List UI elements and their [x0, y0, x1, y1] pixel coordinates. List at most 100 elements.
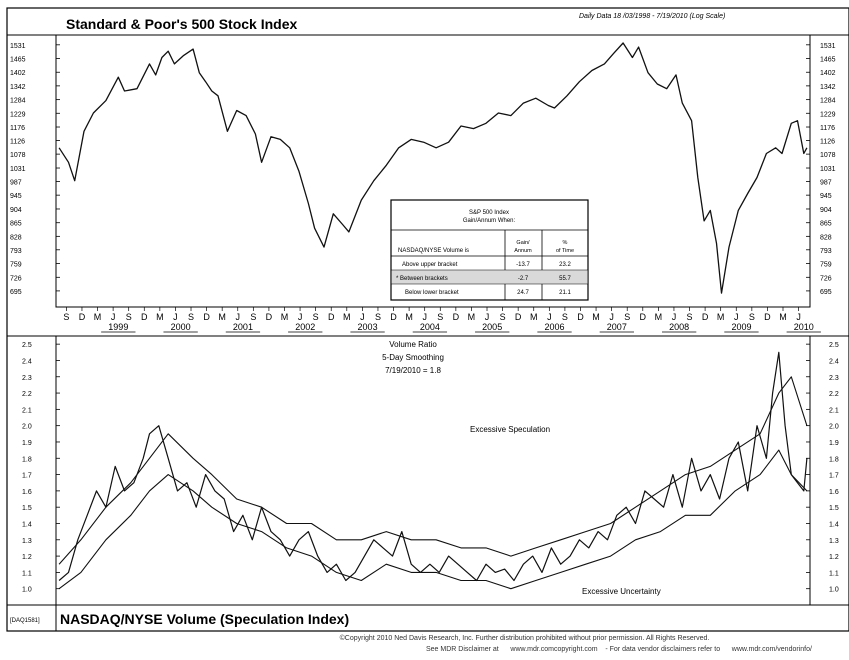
- x-month-label: S: [313, 312, 319, 322]
- y-tick-label: 726: [10, 275, 22, 282]
- upper-bracket-line: [58, 376, 808, 565]
- y-tick-label: 945: [820, 193, 832, 200]
- x-month-label: S: [188, 312, 194, 322]
- y-tick-label: 759: [10, 261, 22, 268]
- y-tick-label: 2.0: [22, 424, 32, 431]
- x-month-label: M: [156, 312, 164, 322]
- y-tick-label: 1.0: [22, 587, 32, 594]
- y-tick-label: 1176: [10, 125, 25, 132]
- y-tick-label: 1176: [820, 125, 835, 132]
- x-month-label: J: [173, 312, 178, 322]
- y-tick-label: 695: [820, 289, 832, 296]
- x-year-label: 2008: [669, 322, 689, 332]
- y-tick-label: 828: [10, 234, 22, 241]
- x-year-label: 2001: [233, 322, 253, 332]
- x-year-label: 2005: [482, 322, 502, 332]
- stats-row-label: Below lower bracket: [405, 290, 459, 296]
- x-month-label: S: [687, 312, 693, 322]
- outer-frame: [6, 7, 849, 632]
- stats-col-gain-a: Gain/: [516, 240, 530, 246]
- y-tick-label: 865: [10, 221, 22, 228]
- stats-row-pct: 21.1: [559, 290, 571, 296]
- x-month-label: S: [562, 312, 568, 322]
- x-month-label: M: [218, 312, 226, 322]
- stats-row-gain: -2.7: [518, 276, 529, 282]
- x-month-label: S: [749, 312, 755, 322]
- copyright-line: ©Copyright 2010 Ned Davis Research, Inc.…: [200, 635, 849, 642]
- x-month-label: M: [94, 312, 102, 322]
- y-tick-label: 2.0: [829, 424, 839, 431]
- x-month-label: D: [266, 312, 273, 322]
- disclaimer-link-2[interactable]: www.mdr.com/vendorinfo/: [731, 646, 812, 653]
- y-tick-label: 1531: [10, 43, 26, 50]
- y-tick-label: 1465: [10, 57, 26, 64]
- y-tick-label: 1.2: [22, 554, 32, 561]
- stats-row-label: Above upper bracket: [402, 262, 458, 268]
- y-tick-label: 2.2: [22, 391, 32, 398]
- y-tick-label: 2.4: [829, 358, 839, 365]
- stats-row-gain: 24.7: [517, 290, 529, 296]
- x-month-label: J: [360, 312, 365, 322]
- x-month-label: M: [655, 312, 663, 322]
- x-month-label: S: [500, 312, 506, 322]
- x-month-label: D: [640, 312, 647, 322]
- x-month-label: S: [63, 312, 69, 322]
- x-month-label: M: [592, 312, 600, 322]
- y-tick-label: 987: [10, 180, 22, 187]
- x-month-label: M: [281, 312, 289, 322]
- y-tick-label: 1.7: [829, 473, 839, 480]
- volume-ratio-label: Volume Ratio: [389, 340, 437, 349]
- disclaimer-line: See MDR Disclaimer at www.mdr.comcopyrig…: [426, 646, 849, 653]
- x-month-label: M: [468, 312, 476, 322]
- y-tick-label: 1031: [10, 166, 26, 173]
- sp500-series: [58, 42, 808, 294]
- x-year-label: 2003: [358, 322, 378, 332]
- y-tick-label: 2.5: [829, 342, 839, 349]
- x-year-label: 2002: [295, 322, 315, 332]
- y-tick-label: 2.5: [22, 342, 32, 349]
- y-tick-label: 1.8: [829, 456, 839, 463]
- x-month-label: S: [437, 312, 443, 322]
- y-tick-label: 1402: [820, 70, 836, 77]
- y-tick-label: 1.6: [829, 489, 839, 496]
- x-year-label: 2007: [607, 322, 627, 332]
- stats-col-pct: % of Time: [556, 240, 574, 254]
- y-tick-label: 2.1: [22, 407, 32, 414]
- y-tick-label: 945: [10, 193, 22, 200]
- stats-col-pct-b: of Time: [556, 248, 574, 254]
- bottom-title: NASDAQ/NYSE Volume (Speculation Index): [60, 611, 349, 627]
- y-tick-label: 1531: [820, 43, 836, 50]
- x-month-label: D: [141, 312, 148, 322]
- y-tick-label: 1229: [820, 111, 836, 118]
- y-tick-label: 1.1: [22, 570, 32, 577]
- y-tick-label: 904: [820, 207, 832, 214]
- y-tick-label: 1229: [10, 111, 26, 118]
- chart-id: [DAQ1581]: [10, 618, 40, 624]
- x-month-label: J: [422, 312, 427, 322]
- x-month-label: J: [796, 312, 801, 322]
- x-month-label: D: [515, 312, 522, 322]
- lower-bracket-line: [58, 449, 808, 590]
- x-month-label: M: [717, 312, 725, 322]
- x-month-label: D: [764, 312, 771, 322]
- y-tick-label: 1031: [820, 166, 836, 173]
- y-tick-label: 1.2: [829, 554, 839, 561]
- stats-row-pct: 55.7: [559, 276, 571, 282]
- sp500-line: [58, 42, 808, 294]
- y-tick-label: 1.9: [829, 440, 839, 447]
- x-month-label: D: [453, 312, 460, 322]
- y-tick-label: 1.4: [829, 521, 839, 528]
- x-month-label: D: [702, 312, 709, 322]
- excessive-speculation-label: Excessive Speculation: [470, 425, 550, 434]
- x-month-label: S: [624, 312, 630, 322]
- y-tick-label: 2.3: [829, 375, 839, 382]
- disclaimer-link-1[interactable]: www.mdr.comcopyright.com: [510, 646, 598, 653]
- stats-col-gain-b: Annum: [514, 248, 532, 254]
- smoothing-label: 5-Day Smoothing: [382, 353, 444, 362]
- top-y-ticks: 1531 1531 1465 1465 1402 1402 1342 1342 1284 1284…: [10, 43, 836, 296]
- y-tick-label: 1284: [10, 98, 26, 105]
- x-month-label: S: [375, 312, 381, 322]
- y-tick-label: 759: [820, 261, 832, 268]
- y-tick-label: 1284: [820, 98, 836, 105]
